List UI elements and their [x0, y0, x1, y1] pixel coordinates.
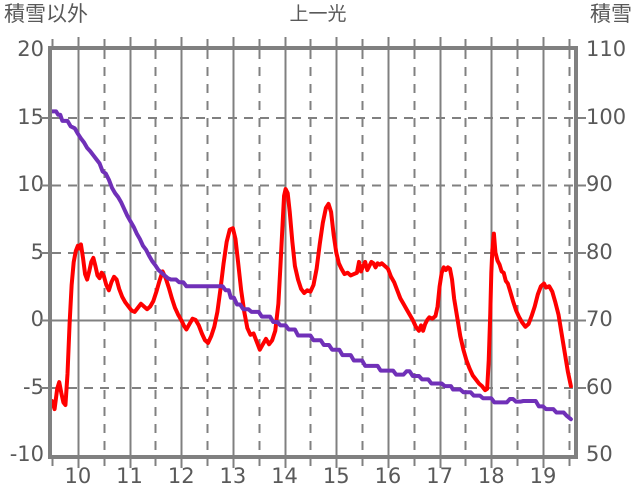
x-axis-tick-label: 18: [477, 464, 505, 488]
x-axis-tick-label: 14: [271, 464, 298, 488]
x-axis-tick-label: 16: [374, 464, 402, 488]
data-layer: [52, 109, 573, 422]
y-axis-left-tick-label: 10: [17, 172, 44, 196]
y-axis-left-tick-label: 0: [30, 307, 44, 331]
grid-layer: [52, 50, 574, 455]
y-axis-left-tick-label: -10: [9, 442, 44, 466]
y-axis-right-tick-label: 100: [586, 104, 627, 129]
left-axis-title: 積雪以外: [4, 2, 88, 26]
page-title: 上一光: [289, 3, 347, 25]
x-axis-tick-label: 10: [64, 464, 92, 488]
x-axis-tick-label: 15: [322, 464, 350, 488]
right-axis-title: 積雪: [590, 2, 632, 26]
x-axis-tick-label: 13: [219, 464, 247, 488]
y-axis-right-tick-label: 70: [586, 307, 613, 331]
y-axis-left-tick-label: 5: [30, 239, 44, 264]
y-axis-left-tick-label: 20: [17, 37, 44, 61]
y-axis-right-tick-label: 60: [586, 374, 613, 399]
x-axis-tick-label: 11: [116, 464, 143, 488]
plot-area: [48, 46, 578, 459]
x-axis-tick-label: 12: [167, 464, 195, 488]
y-axis-right-tick-label: 90: [586, 172, 613, 196]
y-axis-left-tick-label: -5: [23, 374, 44, 399]
x-axis-tick-label: 17: [426, 464, 453, 488]
y-axis-right-tick-label: 110: [586, 37, 627, 61]
y-axis-right-tick-label: 50: [586, 442, 613, 466]
plot-inner: [52, 50, 574, 455]
y-axis-left-tick-label: 15: [17, 104, 44, 129]
y-axis-right-tick-label: 80: [586, 239, 613, 264]
x-axis-tick-label: 19: [529, 464, 557, 488]
